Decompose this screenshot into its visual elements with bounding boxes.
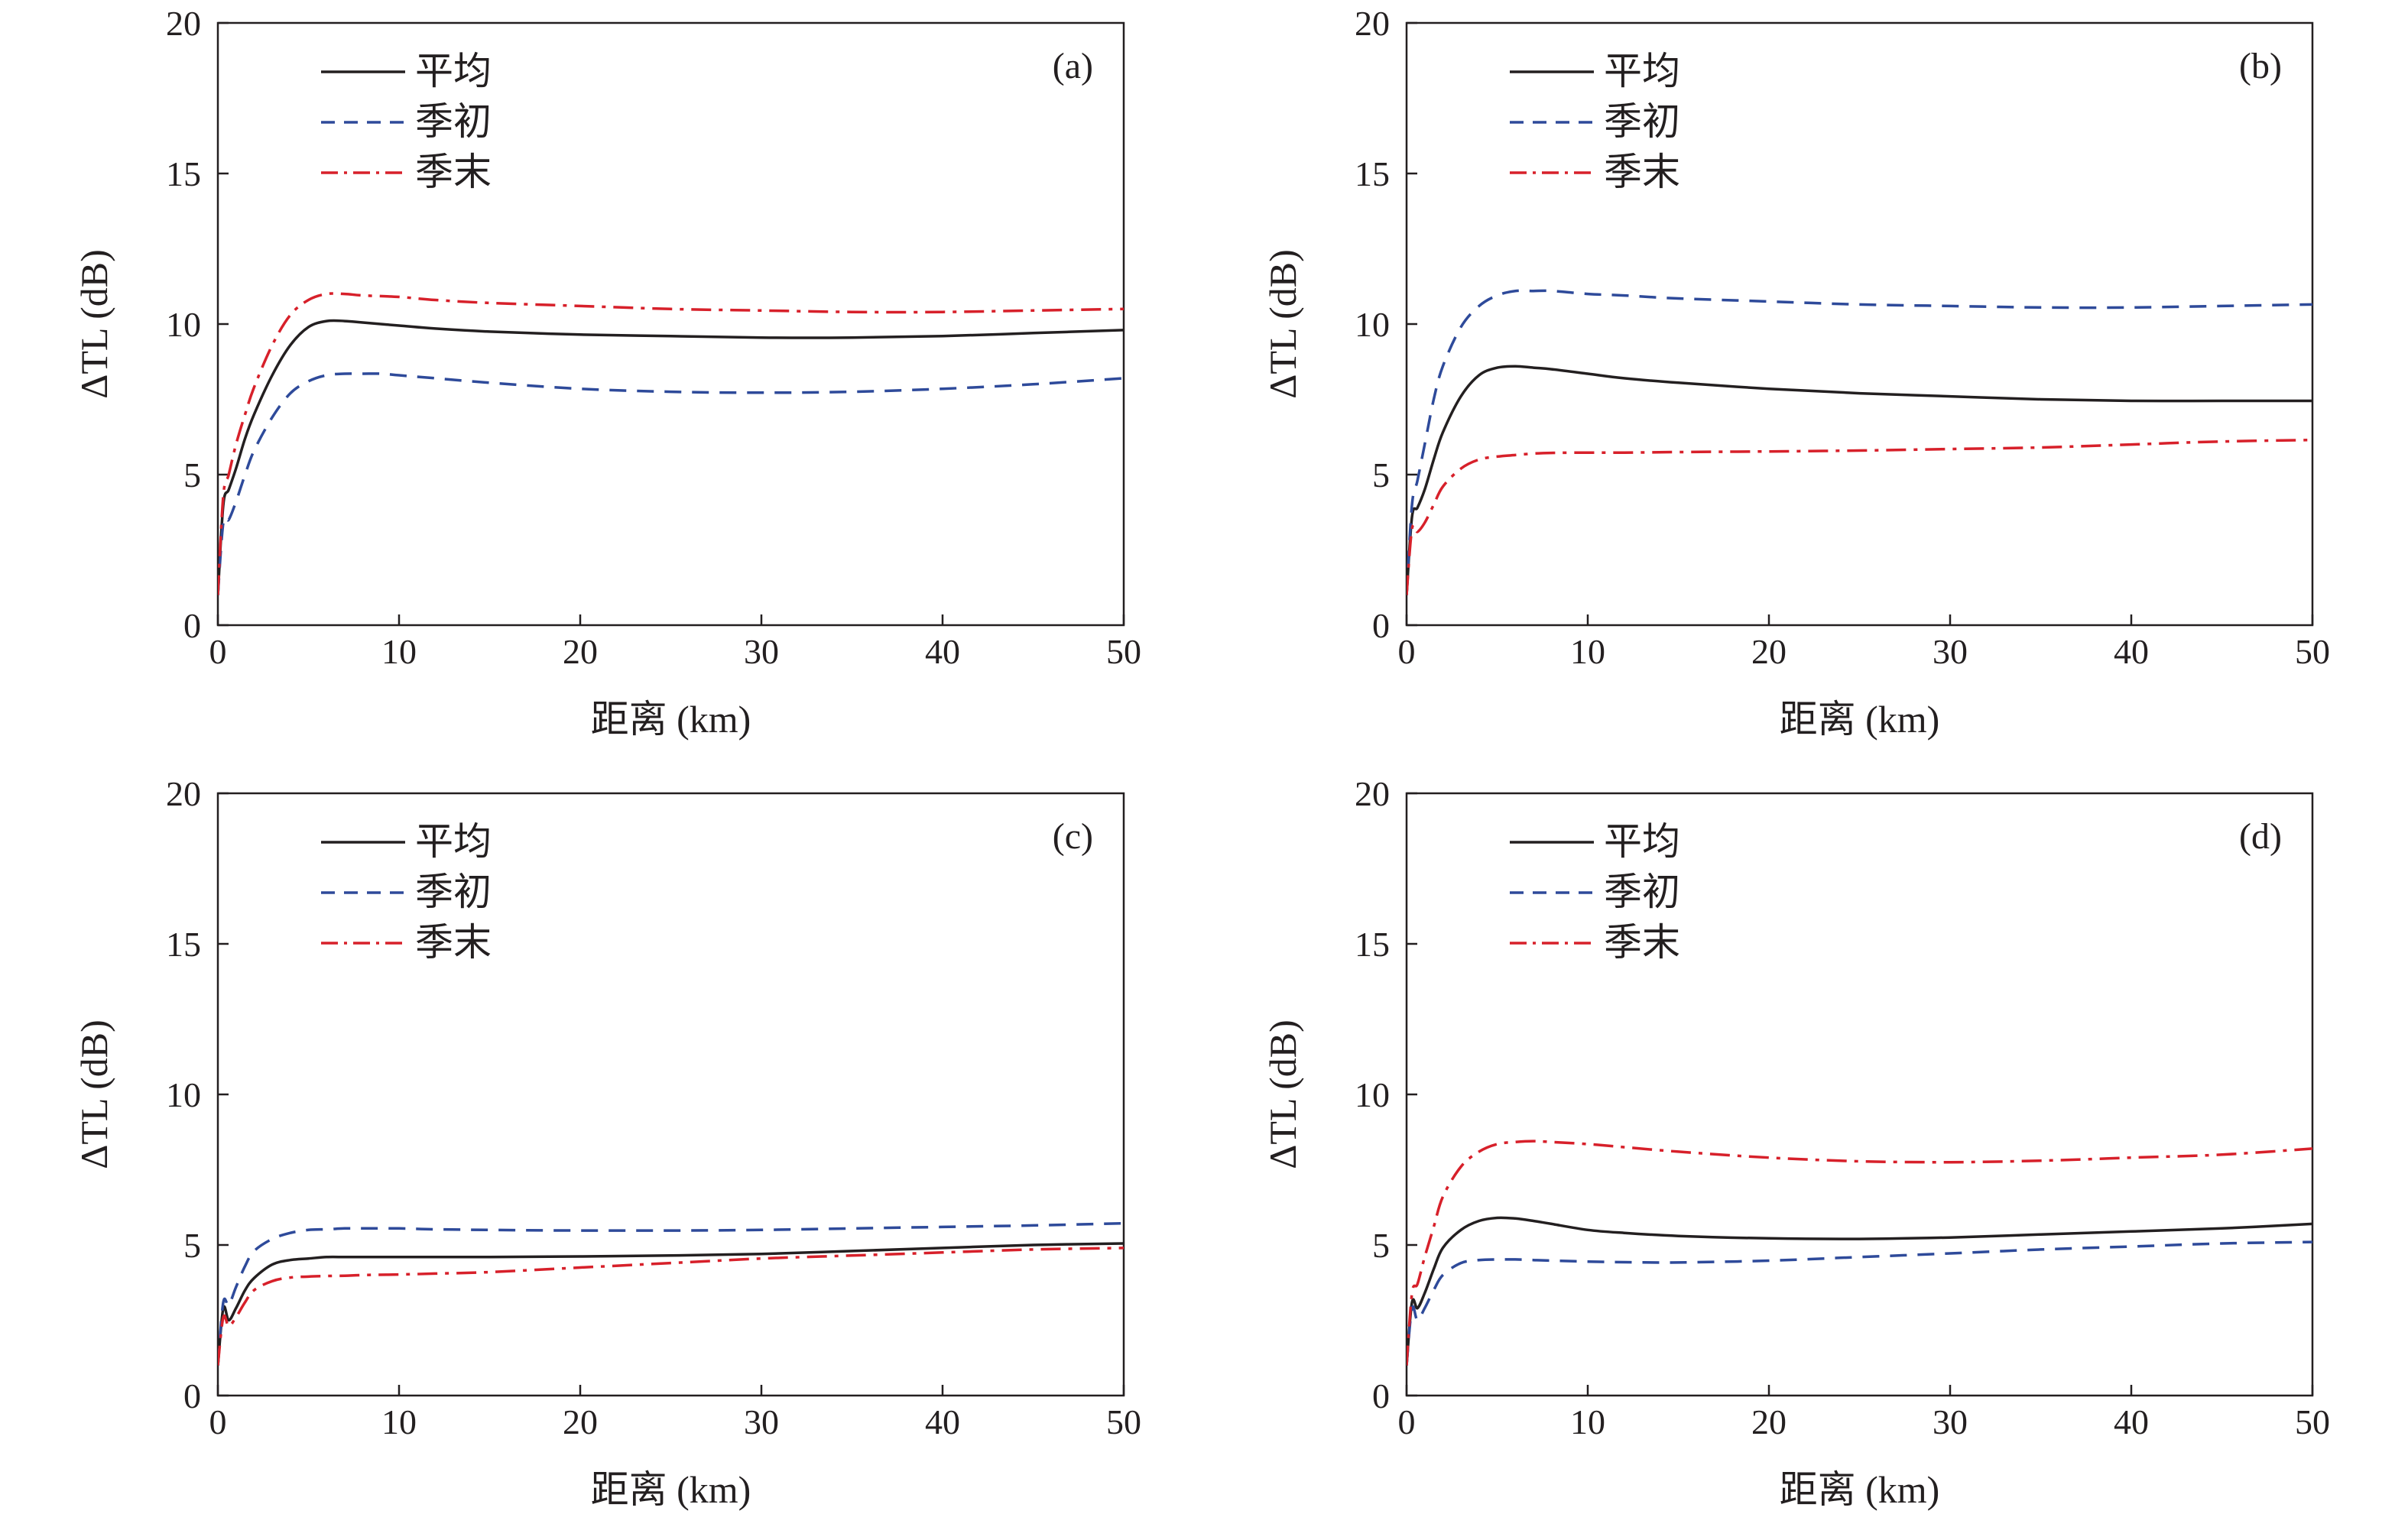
y-tick-label: 10 — [166, 305, 201, 344]
chart-panel: 0 10 20 30 40 50 0 5 10 15 20 距离 (km) ΔTL (dB) (d) 平均季… — [1261, 774, 2330, 1511]
plot-frame — [1405, 792, 2314, 1397]
y-tick-label: 10 — [1355, 1075, 1390, 1114]
y-tick-label: 0 — [183, 1376, 201, 1415]
series-line-late — [218, 1247, 1124, 1366]
y-tick-label: 0 — [1372, 606, 1390, 645]
series-line-avg — [1407, 1216, 2312, 1366]
x-tick-label: 50 — [1106, 1402, 1141, 1441]
y-tick-label: 10 — [166, 1075, 201, 1114]
legend-label-avg: 平均 — [1604, 50, 1680, 92]
legend-label-avg: 平均 — [1604, 820, 1680, 863]
series-line-avg — [218, 319, 1124, 595]
series-line-early — [1407, 1240, 2312, 1366]
x-tick-label: 40 — [925, 632, 960, 671]
legend-label-avg: 平均 — [415, 820, 492, 863]
x-axis-label: 距离 (km) — [1780, 1468, 1940, 1511]
series-line-early — [218, 372, 1124, 595]
legend-label-late: 季末 — [415, 921, 492, 964]
series-line-avg — [1407, 365, 2312, 595]
y-tick-label: 0 — [1372, 1376, 1390, 1415]
legend-label-early: 季初 — [415, 100, 492, 143]
y-tick-label: 15 — [166, 925, 201, 964]
x-tick-label: 50 — [1106, 632, 1141, 671]
x-tick-label: 20 — [563, 632, 598, 671]
y-axis-label: ΔTL (dB) — [73, 249, 115, 399]
y-axis-label: ΔTL (dB) — [73, 1020, 115, 1169]
legend-label-late: 季末 — [1604, 151, 1680, 193]
series-line-early — [1407, 289, 2312, 595]
x-axis-label: 距离 (km) — [1780, 698, 1940, 741]
x-tick-label: 50 — [2295, 632, 2330, 671]
plot-frame — [216, 792, 1125, 1397]
panel-label: (a) — [1053, 46, 1093, 86]
plot-frame — [1405, 21, 2314, 627]
series-line-late — [1407, 438, 2312, 595]
x-tick-label: 0 — [209, 1402, 227, 1441]
x-tick-label: 30 — [1933, 1402, 1968, 1441]
x-tick-label: 20 — [1751, 1402, 1787, 1441]
y-tick-label: 20 — [1355, 774, 1390, 813]
y-tick-label: 5 — [1372, 455, 1390, 494]
y-tick-label: 5 — [183, 455, 201, 494]
y-tick-label: 5 — [1372, 1226, 1390, 1265]
legend-label-late: 季末 — [1604, 921, 1680, 964]
x-axis-label: 距离 (km) — [591, 698, 751, 741]
x-tick-label: 0 — [1398, 632, 1416, 671]
x-tick-label: 40 — [2114, 632, 2149, 671]
x-tick-label: 0 — [209, 632, 227, 671]
x-tick-label: 20 — [563, 1402, 598, 1441]
x-tick-label: 0 — [1398, 1402, 1416, 1441]
chart-panel: 0 10 20 30 40 50 0 5 10 15 20 距离 (km) ΔTL (dB) (a) 平均季… — [73, 4, 1141, 741]
plot-frame — [216, 21, 1125, 627]
legend-label-avg: 平均 — [415, 50, 492, 92]
x-tick-label: 50 — [2295, 1402, 2330, 1441]
legend-label-early: 季初 — [1604, 100, 1680, 143]
x-tick-label: 30 — [1933, 632, 1968, 671]
x-tick-label: 30 — [744, 1402, 779, 1441]
x-tick-label: 40 — [2114, 1402, 2149, 1441]
series-line-avg — [218, 1242, 1124, 1366]
legend-label-late: 季末 — [415, 151, 492, 193]
chart-panel: 0 10 20 30 40 50 0 5 10 15 20 距离 (km) ΔTL (dB) (b) 平均季… — [1261, 4, 2330, 741]
panel-label: (c) — [1053, 816, 1093, 857]
x-tick-label: 10 — [1570, 1402, 1605, 1441]
legend-label-early: 季初 — [1604, 870, 1680, 913]
series-line-late — [1407, 1140, 2312, 1366]
y-tick-label: 0 — [183, 606, 201, 645]
y-axis-label: ΔTL (dB) — [1261, 1020, 1304, 1169]
y-tick-label: 5 — [183, 1226, 201, 1265]
panel-label: (b) — [2239, 46, 2282, 86]
x-tick-label: 10 — [1570, 632, 1605, 671]
y-axis-label: ΔTL (dB) — [1261, 249, 1304, 399]
chart-panel: 0 10 20 30 40 50 0 5 10 15 20 距离 (km) ΔTL (dB) (c) 平均季… — [73, 774, 1141, 1511]
x-tick-label: 20 — [1751, 632, 1787, 671]
legend-label-early: 季初 — [415, 870, 492, 913]
panel-label: (d) — [2239, 816, 2282, 857]
y-tick-label: 15 — [166, 154, 201, 193]
x-tick-label: 10 — [381, 1402, 417, 1441]
y-tick-label: 20 — [166, 774, 201, 813]
x-tick-label: 10 — [381, 632, 417, 671]
x-tick-label: 30 — [744, 632, 779, 671]
y-tick-label: 20 — [166, 4, 201, 43]
y-tick-label: 15 — [1355, 154, 1390, 193]
y-tick-label: 10 — [1355, 305, 1390, 344]
y-tick-label: 15 — [1355, 925, 1390, 964]
series-line-early — [218, 1221, 1124, 1366]
x-axis-label: 距离 (km) — [591, 1468, 751, 1511]
series-line-late — [218, 292, 1124, 595]
y-tick-label: 20 — [1355, 4, 1390, 43]
x-tick-label: 40 — [925, 1402, 960, 1441]
